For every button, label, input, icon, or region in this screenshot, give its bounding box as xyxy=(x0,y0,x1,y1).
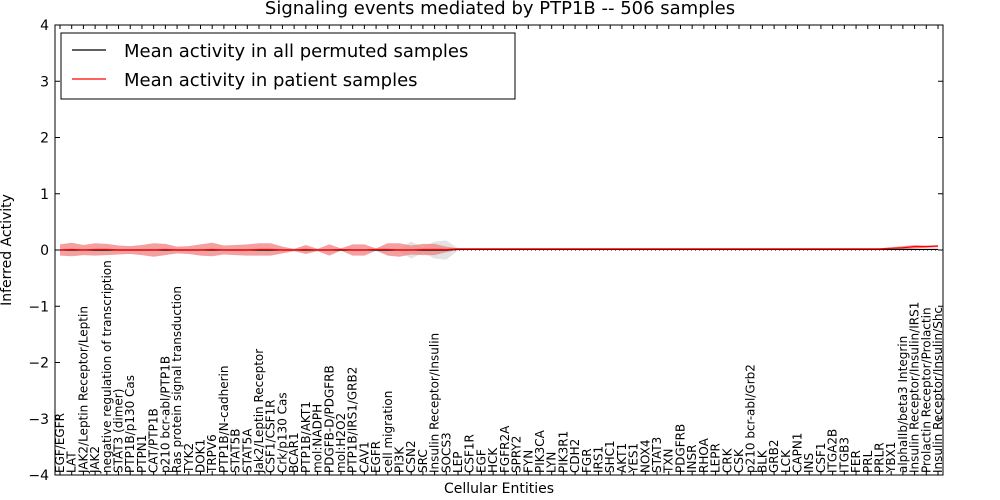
category-label: CAPN1 xyxy=(791,433,805,473)
category-label: Prolactin Receptor/Prolactin xyxy=(919,307,933,473)
category-label: STAT5A xyxy=(240,428,254,473)
legend-label-patient: Mean activity in patient samples xyxy=(124,70,418,91)
category-label: PRLR xyxy=(872,442,886,473)
category-label: LYN xyxy=(545,452,559,473)
y-tick-label: −1 xyxy=(28,299,49,315)
category-label: NOX4 xyxy=(638,439,652,473)
category-label: LEP xyxy=(451,451,465,473)
category-label: PIK3R1 xyxy=(556,431,570,473)
category-label: p210 bcr-abl/PTP1B xyxy=(158,356,172,473)
category-label: YES1 xyxy=(627,443,641,474)
category-label: Jak2/Leptin Receptor xyxy=(252,349,266,474)
category-label: SHC1 xyxy=(603,440,617,473)
category-label: FGFR2A xyxy=(498,425,512,473)
category-label: PI3K xyxy=(392,446,406,473)
y-axis-ticks: −4 −3 −2 −1 0 1 2 3 4 xyxy=(28,18,943,484)
category-label: mol:NADPH xyxy=(311,404,325,473)
category-label: FGR xyxy=(580,448,594,473)
category-label: cell migration xyxy=(381,391,395,473)
band-patient xyxy=(60,242,938,257)
category-label: PTP1B/IRS1/GRB2 xyxy=(346,367,360,473)
y-tick-label: 2 xyxy=(40,131,49,147)
category-label: Ras protein signal transduction xyxy=(170,286,184,473)
category-label: TRPV6 xyxy=(205,434,219,474)
series-lines xyxy=(59,245,939,251)
category-label: CSN2 xyxy=(404,440,418,473)
y-tick-label: 3 xyxy=(40,74,49,90)
category-label: AKT1 xyxy=(615,443,629,473)
chart-title: Signaling events mediated by PTP1B -- 50… xyxy=(265,0,735,19)
category-label: Insulin Receptor/Insulin/IRS1 xyxy=(908,302,922,473)
category-label: STAT3 xyxy=(650,437,664,473)
category-label: INS xyxy=(802,453,816,473)
category-label: JAK2 xyxy=(88,446,102,474)
legend-label-permuted: Mean activity in all permuted samples xyxy=(124,41,468,62)
category-label: RHOA xyxy=(697,437,711,473)
category-label: SPRY2 xyxy=(510,436,524,473)
category-label: EGFR xyxy=(369,441,383,473)
category-label: FYN xyxy=(521,450,535,473)
category-label: BCAR1 xyxy=(287,432,301,473)
category-label: INSR xyxy=(685,445,699,473)
y-axis-label: Inferred Activity xyxy=(0,194,15,306)
category-label: PTP1B/p130 Cas xyxy=(123,375,137,473)
category-label: PTP1B/N-cadherin xyxy=(217,366,231,473)
category-label: CSF1 xyxy=(814,442,828,473)
category-label: negative regulation of transcription xyxy=(100,260,114,473)
category-label: p210 bcr-abl/Grb2 xyxy=(744,364,758,473)
category-label: CSF1/CSF1R xyxy=(264,400,278,473)
category-label: Insulin Receptor/Insulin xyxy=(428,333,442,473)
x-axis-ticks xyxy=(59,25,939,475)
legend-box xyxy=(60,32,516,100)
category-label: LAT xyxy=(65,451,79,473)
y-tick-label: 4 xyxy=(40,18,49,34)
category-label: PTPN1 xyxy=(135,435,149,473)
category-label: HCK xyxy=(486,447,500,473)
category-label: TXN xyxy=(662,448,676,474)
legend: Mean activity in all permuted samples Me… xyxy=(60,32,516,100)
y-tick-label: 0 xyxy=(40,243,49,259)
category-label: STAT3 (dimer) xyxy=(112,389,126,473)
y-tick-label: −2 xyxy=(28,356,49,372)
category-label: CAT/PTP1B xyxy=(147,408,161,473)
category-label: JAK2/Leptin Receptor/Leptin xyxy=(76,306,90,474)
category-label: CDH2 xyxy=(568,439,582,473)
category-label: CRK xyxy=(720,447,734,473)
category-label: CAV1 xyxy=(357,441,371,473)
category-label: ITGA2B xyxy=(826,429,840,473)
category-label: PDGFB-D/PDGFRB xyxy=(322,365,336,473)
category-label: IRS1 xyxy=(592,446,606,473)
category-label: FER xyxy=(849,450,863,473)
y-tick-label: −4 xyxy=(28,468,49,484)
category-label: CSF1R xyxy=(463,434,477,473)
category-label: PDGFRB xyxy=(673,424,687,473)
category-label: CSK xyxy=(732,448,746,473)
category-label: TYK2 xyxy=(182,443,196,474)
category-label: PTP1B/AKT1 xyxy=(299,401,313,473)
category-label: mol:H2O2 xyxy=(334,413,348,473)
category-label: PRL xyxy=(861,450,875,473)
category-label: LEPR xyxy=(709,443,723,473)
y-tick-label: −3 xyxy=(28,412,49,428)
category-label: ITGB3 xyxy=(837,437,851,473)
category-label: LCK xyxy=(779,449,793,473)
category-label: alphaIIb/beta3 Integrin xyxy=(896,336,910,473)
category-label: GRB2 xyxy=(767,439,781,473)
y-tick-label: 1 xyxy=(40,187,49,203)
category-label: EGF/EGFR xyxy=(53,413,67,473)
category-label: Crk/p130 Cas xyxy=(275,392,289,473)
category-label: PIK3CA xyxy=(533,429,547,473)
category-label: DOK1 xyxy=(193,439,207,473)
x-axis-label: Cellular Entities xyxy=(444,481,554,497)
category-label: SOCS3 xyxy=(439,432,453,473)
category-label: YBX1 xyxy=(884,442,898,474)
category-label: EGF xyxy=(474,449,488,473)
category-label: STAT5B xyxy=(229,429,243,474)
category-label: Insulin Receptor/Insulin/Shc xyxy=(931,307,945,473)
series-line-patient xyxy=(59,245,939,251)
category-label: BLK xyxy=(755,449,769,473)
category-label: SRC xyxy=(416,449,430,473)
